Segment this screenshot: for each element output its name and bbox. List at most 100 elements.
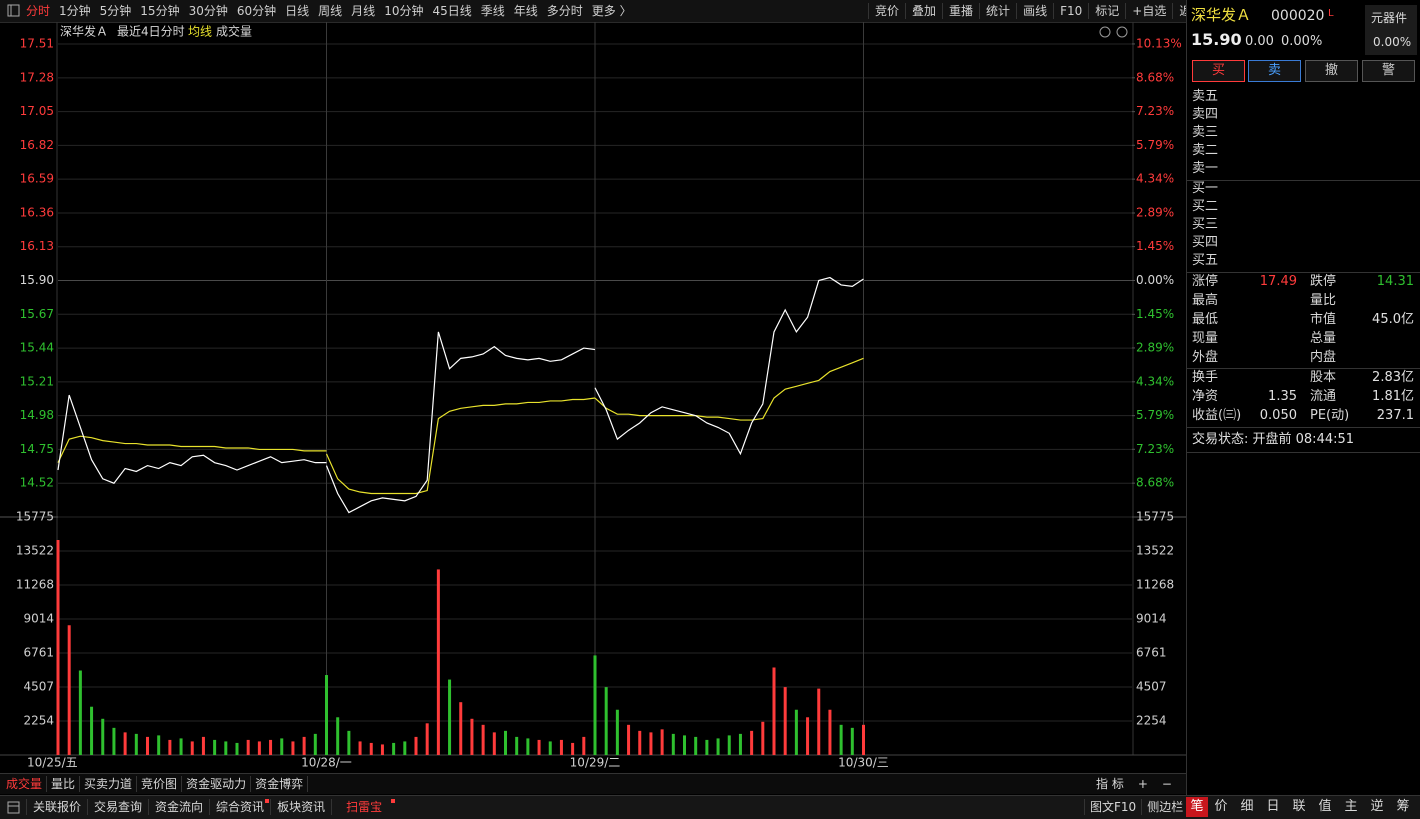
status-icon[interactable]	[6, 800, 22, 816]
y2-tick-label: 5.79%	[1136, 408, 1174, 422]
side-tab[interactable]: 值	[1318, 799, 1332, 814]
tool-button[interactable]: 标记	[1088, 3, 1125, 19]
volume-bar	[90, 706, 94, 755]
volume-bar	[705, 739, 709, 755]
volume-tick-label-right: 13522	[1136, 543, 1174, 557]
y-tick-label: 16.59	[20, 172, 54, 186]
menu-icon[interactable]	[6, 3, 22, 19]
header-icon	[1116, 26, 1128, 38]
indicator-tab[interactable]: 资金驱动力	[182, 776, 252, 792]
volume-bar	[593, 655, 597, 755]
period-tab[interactable]: 多分时	[546, 4, 583, 18]
volume-bar	[78, 670, 82, 755]
period-tab[interactable]: 日线	[285, 4, 310, 18]
volume-bar	[459, 702, 463, 755]
period-tab[interactable]: 60分钟	[236, 4, 277, 18]
alert-dot	[391, 799, 396, 803]
volume-bar	[481, 724, 485, 755]
volume-bar	[414, 736, 418, 755]
period-tab[interactable]: 月线	[351, 4, 376, 18]
tool-button[interactable]: +自选	[1125, 3, 1172, 19]
x-tick-label: 10/29/二	[570, 756, 621, 770]
side-tabs: 笔价细日联值主逆筹	[1186, 797, 1416, 817]
period-tab[interactable]: 15分钟	[140, 4, 180, 18]
side-tab[interactable]: 价	[1214, 799, 1228, 814]
volume-bar	[850, 727, 854, 755]
volume-bar	[515, 736, 519, 755]
bid-label: 买四	[1192, 235, 1219, 250]
tool-button[interactable]: 统计	[979, 3, 1016, 19]
indicator-tab[interactable]: 成交量	[2, 776, 48, 792]
indicator-tab[interactable]: 资金博弈	[251, 776, 309, 792]
period-tab[interactable]: 更多 〉	[591, 4, 632, 18]
indicator-tab[interactable]: 量比	[47, 776, 81, 792]
tool-button[interactable]: 竞价	[868, 3, 905, 19]
volume-tick-label: 6761	[23, 645, 54, 659]
stock-price: 15.90	[1191, 30, 1242, 49]
indicator-tab[interactable]: 竞价图	[137, 776, 183, 792]
side-tab[interactable]: 细	[1240, 799, 1254, 814]
side-tab[interactable]: 筹	[1396, 799, 1410, 814]
stat-label: 涨停	[1192, 274, 1219, 289]
status-link[interactable]: 资金流向	[148, 799, 209, 815]
period-tab[interactable]: 5分钟	[99, 4, 132, 18]
bid-label: 买一	[1192, 181, 1219, 196]
side-tab[interactable]: 主	[1344, 799, 1358, 814]
status-links: 关联报价 交易查询 资金流向 综合资讯 板块资讯 扫雷宝	[26, 799, 396, 815]
indicator-tool[interactable]: +	[1137, 777, 1148, 791]
separator	[1187, 180, 1420, 181]
indicator-tool[interactable]: 指 标	[1096, 777, 1124, 791]
period-tab[interactable]: 1分钟	[59, 4, 91, 18]
trade-button[interactable]: 买	[1192, 60, 1245, 82]
volume-bar	[257, 741, 261, 755]
period-tab[interactable]: 周线	[318, 4, 343, 18]
period-tab[interactable]: 45日线	[432, 4, 472, 18]
status-link[interactable]: 综合资讯	[209, 799, 270, 815]
y-tick-label: 16.36	[20, 205, 54, 219]
indicator-tab[interactable]: 买卖力道	[80, 776, 138, 792]
status-link[interactable]: 板块资讯	[270, 799, 331, 815]
trade-button[interactable]: 警	[1362, 60, 1415, 82]
side-tab[interactable]: 联	[1292, 799, 1306, 814]
trade-button[interactable]: 撤	[1305, 60, 1358, 82]
tool-button[interactable]: 重播	[942, 3, 979, 19]
status-button[interactable]: 图文F10	[1084, 799, 1141, 815]
volume-bar	[224, 741, 228, 755]
volume-bar	[582, 736, 586, 755]
separator	[1187, 272, 1420, 273]
period-tab[interactable]: 30分钟	[188, 4, 228, 18]
volume-bar	[492, 732, 496, 755]
trade-button[interactable]: 卖	[1248, 60, 1301, 82]
status-button[interactable]: 侧边栏	[1141, 799, 1188, 815]
side-tab[interactable]: 日	[1266, 799, 1280, 814]
period-tab[interactable]: 分时	[26, 4, 51, 18]
stat-label: 最高	[1192, 293, 1219, 308]
period-tab[interactable]: 季线	[480, 4, 505, 18]
indicator-tool[interactable]: −	[1161, 777, 1172, 791]
tool-button[interactable]: 叠加	[905, 3, 942, 19]
x-tick-label: 10/28/一	[301, 756, 352, 770]
status-link[interactable]: 交易查询	[87, 799, 148, 815]
status-link[interactable]: 扫雷宝	[331, 799, 396, 815]
side-tab[interactable]: 逆	[1370, 799, 1384, 814]
separator	[1187, 452, 1420, 453]
volume-bar	[336, 717, 340, 755]
volume-bar	[526, 738, 530, 755]
tool-button[interactable]: F10	[1053, 3, 1088, 19]
price-line	[594, 276, 864, 456]
volume-bar	[213, 739, 217, 755]
period-tab[interactable]: 年线	[513, 4, 538, 18]
tool-button[interactable]: 画线	[1016, 3, 1053, 19]
volume-tick-label-right: 6761	[1136, 645, 1167, 659]
period-tab[interactable]: 10分钟	[384, 4, 424, 18]
status-link[interactable]: 关联报价	[26, 799, 87, 815]
side-tab[interactable]: 笔	[1186, 797, 1208, 817]
volume-bar	[403, 741, 407, 755]
volume-bar	[325, 675, 328, 755]
stat-label: 流通	[1310, 389, 1337, 404]
volume-bar	[604, 687, 608, 755]
volume-bar	[615, 709, 619, 755]
volume-bar	[112, 727, 116, 755]
volume-bar	[470, 718, 474, 755]
